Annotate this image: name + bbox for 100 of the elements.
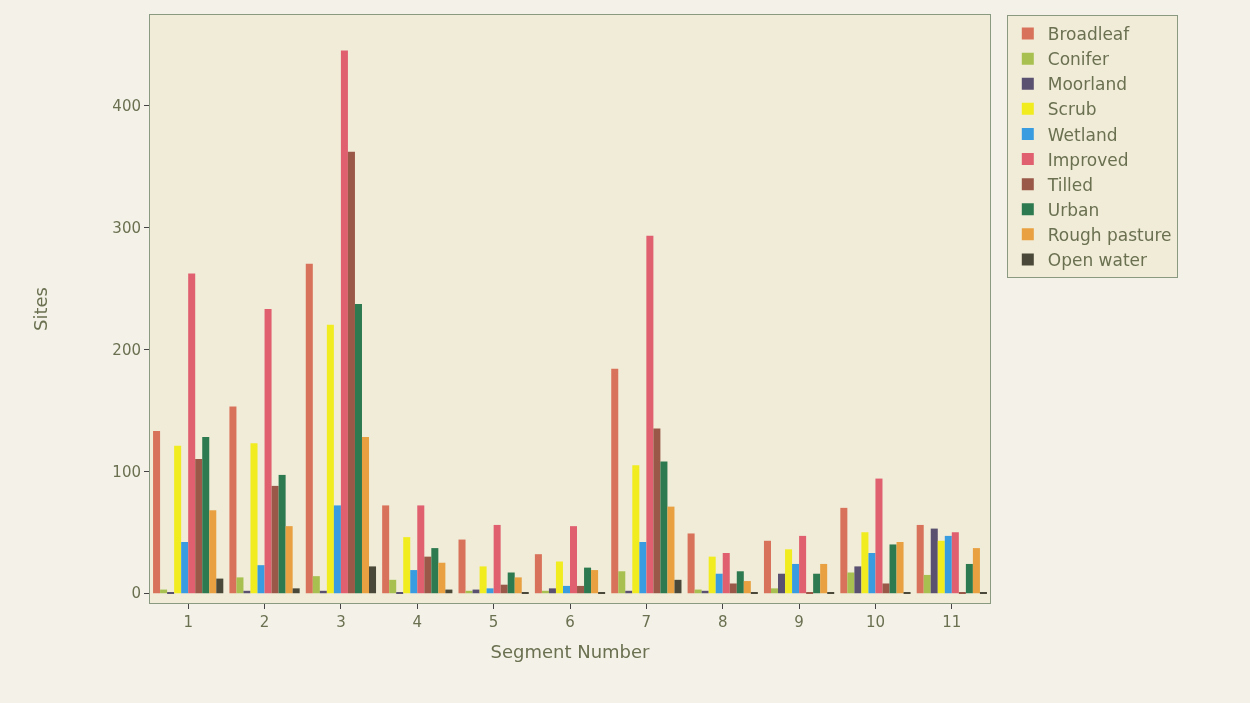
bar: [354, 304, 362, 594]
x-tick-label: 8: [717, 613, 728, 631]
bar: [785, 549, 793, 594]
bar: [736, 571, 744, 594]
bar: [438, 562, 446, 594]
bar: [646, 235, 654, 594]
bar: [743, 581, 751, 594]
bar: [312, 576, 320, 594]
y-tick-label: 0: [131, 584, 141, 603]
bar: [486, 588, 494, 594]
bar: [340, 50, 348, 594]
bar: [799, 535, 807, 594]
bar: [840, 507, 848, 594]
bar: [534, 554, 542, 594]
bar: [479, 566, 487, 594]
x-tick-label: 1: [183, 613, 193, 631]
bar: [965, 563, 973, 594]
y-tick-label: 300: [112, 218, 141, 237]
bar: [687, 533, 695, 594]
x-tick-label: 3: [336, 613, 346, 631]
bar: [577, 585, 585, 594]
bar: [729, 583, 737, 594]
bar: [333, 505, 341, 594]
x-axis-title: Segment Number: [490, 641, 651, 663]
bar: [570, 526, 578, 594]
y-tick-label: 100: [112, 462, 141, 481]
bar: [458, 539, 466, 594]
x-tick-label: 6: [565, 613, 575, 631]
bar: [770, 588, 779, 594]
x-tick-label: 10: [865, 613, 885, 631]
bar: [188, 273, 196, 594]
bar: [951, 532, 959, 594]
bar: [937, 540, 945, 594]
bar: [868, 552, 876, 594]
bar: [229, 406, 237, 594]
bar: [847, 572, 855, 594]
legend-label: Scrub: [1047, 99, 1097, 120]
bar: [195, 459, 203, 594]
bar: [278, 474, 286, 594]
bar: [369, 566, 377, 594]
bar: [778, 573, 786, 594]
bar: [209, 510, 217, 594]
bar: [792, 563, 800, 594]
bar: [591, 570, 599, 594]
bar: [271, 485, 279, 594]
legend-label: Urban: [1047, 199, 1100, 220]
bar: [181, 542, 189, 594]
x-tick-label: 7: [641, 613, 652, 631]
x-tick-label: 11: [942, 613, 962, 631]
y-tick-label: 400: [112, 96, 141, 115]
bar: [667, 506, 675, 594]
bar: [514, 577, 522, 594]
bar: [722, 552, 730, 594]
x-tick-label: 9: [794, 613, 804, 631]
legend-label: Conifer: [1047, 49, 1110, 70]
bar: [236, 577, 244, 594]
bar: [361, 437, 370, 594]
bar: [660, 461, 668, 594]
bar: [861, 532, 869, 594]
bar: [500, 584, 508, 594]
bar: [611, 368, 619, 594]
bar: [972, 548, 980, 594]
bar: [882, 583, 890, 594]
bar: [507, 572, 515, 594]
bar: [292, 588, 300, 594]
bar: [653, 428, 661, 594]
bar: [250, 443, 258, 594]
legend-label: Rough pasture: [1047, 224, 1172, 245]
bar: [562, 585, 570, 594]
bar: [410, 570, 418, 594]
legend-label: Tilled: [1046, 174, 1094, 195]
bar: [417, 505, 425, 594]
bar: [202, 437, 210, 594]
bar: [763, 540, 771, 594]
bar: [923, 574, 931, 594]
bar: [674, 579, 682, 594]
bar: [639, 542, 647, 594]
bar: [216, 578, 224, 594]
legend-label: Wetland: [1047, 124, 1118, 145]
bar: [632, 465, 640, 594]
x-tick-label: 4: [412, 613, 423, 631]
bar: [389, 579, 397, 594]
bar: [889, 544, 897, 594]
bar: [347, 151, 355, 594]
y-axis-title: Sites: [29, 287, 51, 331]
legend-label: Improved: [1047, 149, 1129, 170]
bar: [875, 478, 883, 594]
x-tick-label: 5: [488, 613, 499, 631]
bar: [708, 556, 716, 594]
bar: [548, 588, 556, 594]
legend-label: Open water: [1047, 250, 1148, 271]
bar: [813, 573, 821, 594]
y-tick-label: 200: [112, 340, 141, 359]
bar: [555, 561, 563, 594]
bar: [326, 324, 334, 594]
legend-label: Moorland: [1047, 74, 1127, 95]
bar: [174, 445, 182, 594]
bar: [153, 430, 161, 594]
bar: [930, 528, 938, 594]
bar: [618, 571, 626, 594]
